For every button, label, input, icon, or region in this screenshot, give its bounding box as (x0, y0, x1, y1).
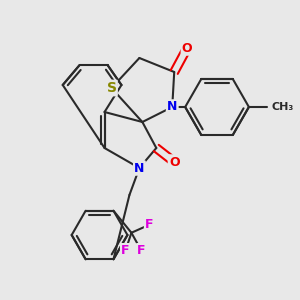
Text: O: O (182, 41, 193, 55)
Text: F: F (137, 244, 146, 257)
Text: CH₃: CH₃ (272, 102, 294, 112)
Text: S: S (106, 81, 116, 95)
Text: N: N (167, 100, 177, 113)
Text: O: O (169, 155, 179, 169)
Text: N: N (134, 161, 145, 175)
Text: F: F (145, 218, 154, 231)
Text: F: F (121, 244, 130, 257)
